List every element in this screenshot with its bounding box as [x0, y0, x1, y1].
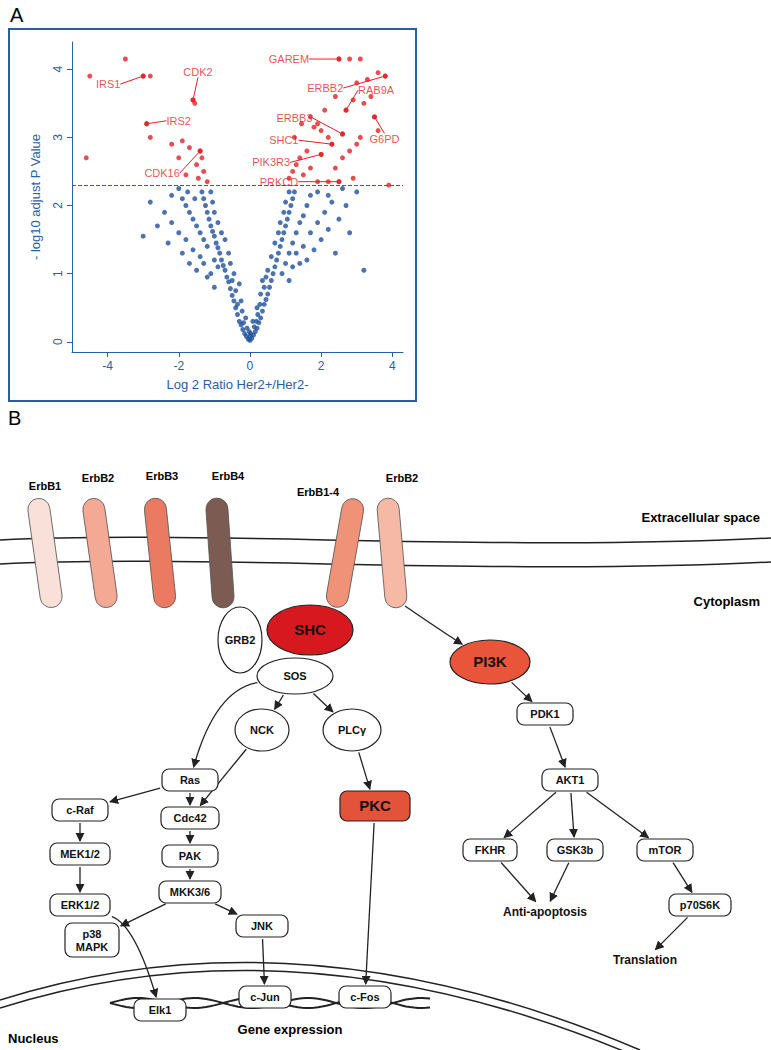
svg-text:p70S6K: p70S6K [680, 899, 720, 911]
svg-text:2: 2 [51, 202, 65, 209]
svg-text:PKC: PKC [359, 797, 391, 814]
svg-text:AKT1: AKT1 [556, 774, 585, 786]
svg-text:4: 4 [51, 66, 65, 73]
svg-text:G6PD: G6PD [370, 133, 400, 145]
svg-text:Log 2 Ratio Her2+/Her2-: Log 2 Ratio Her2+/Her2- [167, 377, 309, 392]
svg-text:0: 0 [247, 359, 254, 373]
svg-text:-4: -4 [102, 359, 113, 373]
svg-text:PRKCD: PRKCD [260, 176, 299, 188]
svg-text:B: B [8, 407, 21, 429]
svg-text:c-Fos: c-Fos [350, 991, 379, 1003]
svg-text:Ras: Ras [180, 774, 200, 786]
svg-text:mTOR: mTOR [649, 844, 682, 856]
svg-text:GAREM: GAREM [269, 53, 309, 65]
svg-text:MKK3/6: MKK3/6 [170, 886, 210, 898]
svg-text:ErbB3: ErbB3 [146, 470, 178, 482]
svg-text:IRS2: IRS2 [167, 115, 191, 127]
svg-text:PIK3R3: PIK3R3 [252, 156, 290, 168]
svg-text:Cytoplasm: Cytoplasm [694, 594, 760, 609]
svg-text:GSK3b: GSK3b [557, 844, 594, 856]
svg-text:PLCγ: PLCγ [338, 724, 367, 736]
svg-text:Extracellular space: Extracellular space [641, 510, 760, 525]
svg-text:PI3K: PI3K [473, 653, 507, 670]
svg-text:IRS1: IRS1 [96, 78, 120, 90]
svg-text:FKHR: FKHR [475, 844, 506, 856]
svg-text:Nucleus: Nucleus [8, 1031, 59, 1046]
svg-text:2: 2 [318, 359, 325, 373]
svg-text:ErbB2: ErbB2 [386, 472, 418, 484]
svg-text:ERBB2: ERBB2 [307, 82, 343, 94]
svg-text:- log10 adjust P Value: - log10 adjust P Value [28, 134, 43, 260]
svg-text:4: 4 [389, 359, 396, 373]
svg-text:ErbB4: ErbB4 [212, 470, 245, 482]
svg-text:Elk1: Elk1 [149, 1004, 172, 1016]
svg-text:c-Jun: c-Jun [250, 991, 280, 1003]
svg-text:Gene expression: Gene expression [238, 1022, 343, 1037]
svg-text:CDK2: CDK2 [183, 66, 212, 78]
svg-text:-2: -2 [173, 359, 184, 373]
svg-text:SHC1: SHC1 [269, 134, 298, 146]
svg-text:A: A [10, 4, 24, 26]
svg-text:MEK1/2: MEK1/2 [60, 848, 100, 860]
svg-text:0: 0 [51, 338, 65, 345]
svg-text:ERBB3: ERBB3 [276, 112, 312, 124]
svg-text:1: 1 [51, 270, 65, 277]
svg-text:ErbB1-4: ErbB1-4 [297, 486, 340, 498]
svg-text:CDK16: CDK16 [144, 167, 179, 179]
svg-text:RAB9A: RAB9A [358, 84, 395, 96]
svg-text:GRB2: GRB2 [225, 634, 256, 646]
svg-text:ErbB1: ErbB1 [29, 480, 61, 492]
svg-text:ERK1/2: ERK1/2 [61, 899, 100, 911]
svg-text:PAK: PAK [179, 850, 201, 862]
svg-text:Translation: Translation [613, 953, 677, 967]
svg-text:p38MAPK: p38MAPK [76, 928, 108, 953]
svg-text:NCK: NCK [250, 724, 274, 736]
svg-text:SOS: SOS [283, 670, 306, 682]
svg-text:Cdc42: Cdc42 [173, 812, 206, 824]
svg-text:JNK: JNK [251, 920, 273, 932]
svg-text:ErbB2: ErbB2 [82, 472, 114, 484]
svg-text:3: 3 [51, 134, 65, 141]
svg-text:SHC: SHC [294, 621, 326, 638]
svg-text:PDK1: PDK1 [530, 708, 559, 720]
svg-text:c-Raf: c-Raf [66, 804, 94, 816]
svg-text:Anti-apoptosis: Anti-apoptosis [503, 905, 587, 919]
